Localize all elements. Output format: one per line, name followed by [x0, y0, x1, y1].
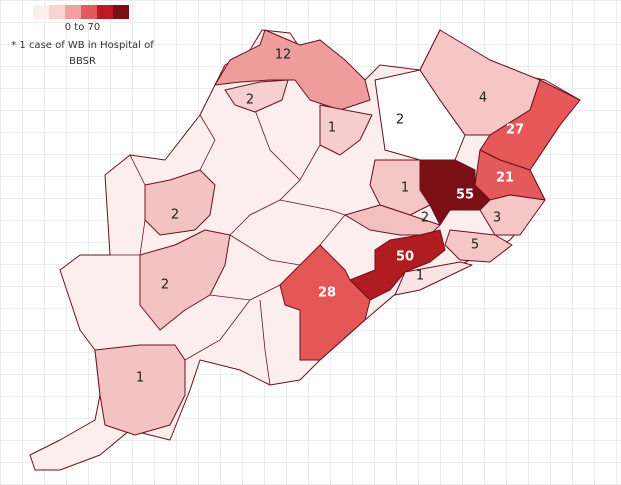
district-value: 3: [493, 211, 501, 226]
district: [144, 169, 216, 236]
legend-swatch: [33, 5, 49, 19]
legend-swatch: [97, 5, 113, 19]
legend-label: 0 to 70: [64, 22, 101, 33]
district-value: 1: [401, 181, 409, 196]
district: [214, 29, 371, 111]
district: [394, 261, 473, 296]
district: [279, 244, 371, 361]
district-value: 1: [136, 371, 144, 386]
district-value: 2: [421, 211, 429, 226]
district-value: 28: [318, 286, 336, 301]
district: [224, 79, 289, 113]
district-value: 21: [496, 171, 514, 186]
legend-swatch: [65, 5, 81, 19]
legend-swatch: [113, 5, 129, 19]
district: [444, 229, 513, 263]
district: [139, 229, 231, 331]
district-value: 55: [456, 188, 474, 203]
legend-swatch: [81, 5, 97, 19]
district-value: 2: [161, 278, 169, 293]
legend-swatch: [49, 5, 65, 19]
district: [369, 159, 431, 216]
district-value: 50: [396, 250, 414, 265]
district: [94, 344, 186, 436]
district-value: 2: [246, 93, 254, 108]
district: [349, 229, 446, 301]
district: [319, 104, 373, 156]
district-value: 4: [479, 91, 487, 106]
district-value: 1: [328, 121, 336, 136]
district: [479, 194, 546, 236]
district-value: 2: [171, 208, 179, 223]
district-value: 12: [275, 48, 292, 63]
district-value: 5: [471, 238, 479, 253]
district-value: 27: [506, 123, 524, 138]
district: [344, 204, 441, 236]
district-value: 2: [396, 113, 404, 128]
district-value: 1: [416, 269, 424, 284]
district-borders: [110, 109, 346, 386]
legend-note: * 1 case of WB in Hospital of BBSR: [11, 40, 154, 67]
